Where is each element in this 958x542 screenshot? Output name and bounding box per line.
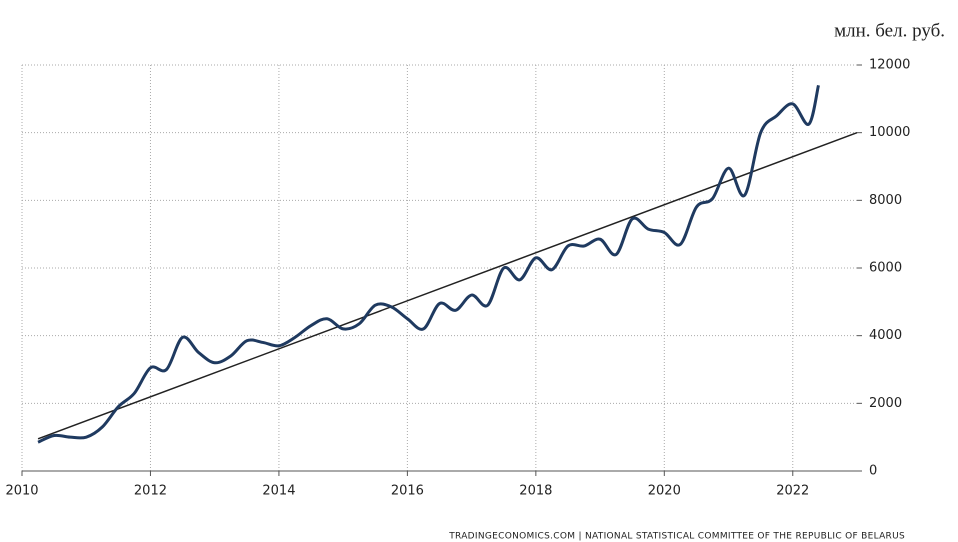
x-tick-label: 2014: [262, 484, 295, 499]
x-tick-label: 2022: [776, 484, 809, 499]
x-tick-label: 2018: [519, 484, 552, 499]
y-tick-label: 2000: [869, 396, 902, 411]
y-tick-label: 6000: [869, 261, 902, 276]
y-tick-label: 12000: [869, 58, 910, 73]
source: TRADINGECONOMICS.COM | NATIONAL STATISTI…: [448, 532, 905, 542]
x-tick-label: 2010: [5, 484, 38, 499]
x-tick-label: 2020: [648, 484, 681, 499]
y-tick-label: 8000: [869, 193, 902, 208]
data-line: [37, 84, 820, 444]
x-tick-label: 2016: [391, 484, 424, 499]
y-tick-label: 4000: [869, 328, 902, 343]
x-tick-label: 2012: [134, 484, 167, 499]
y-tick-label: 0: [869, 464, 877, 479]
y-tick-label: 10000: [869, 125, 910, 140]
unit-label: млн. бел. руб.: [834, 20, 945, 41]
